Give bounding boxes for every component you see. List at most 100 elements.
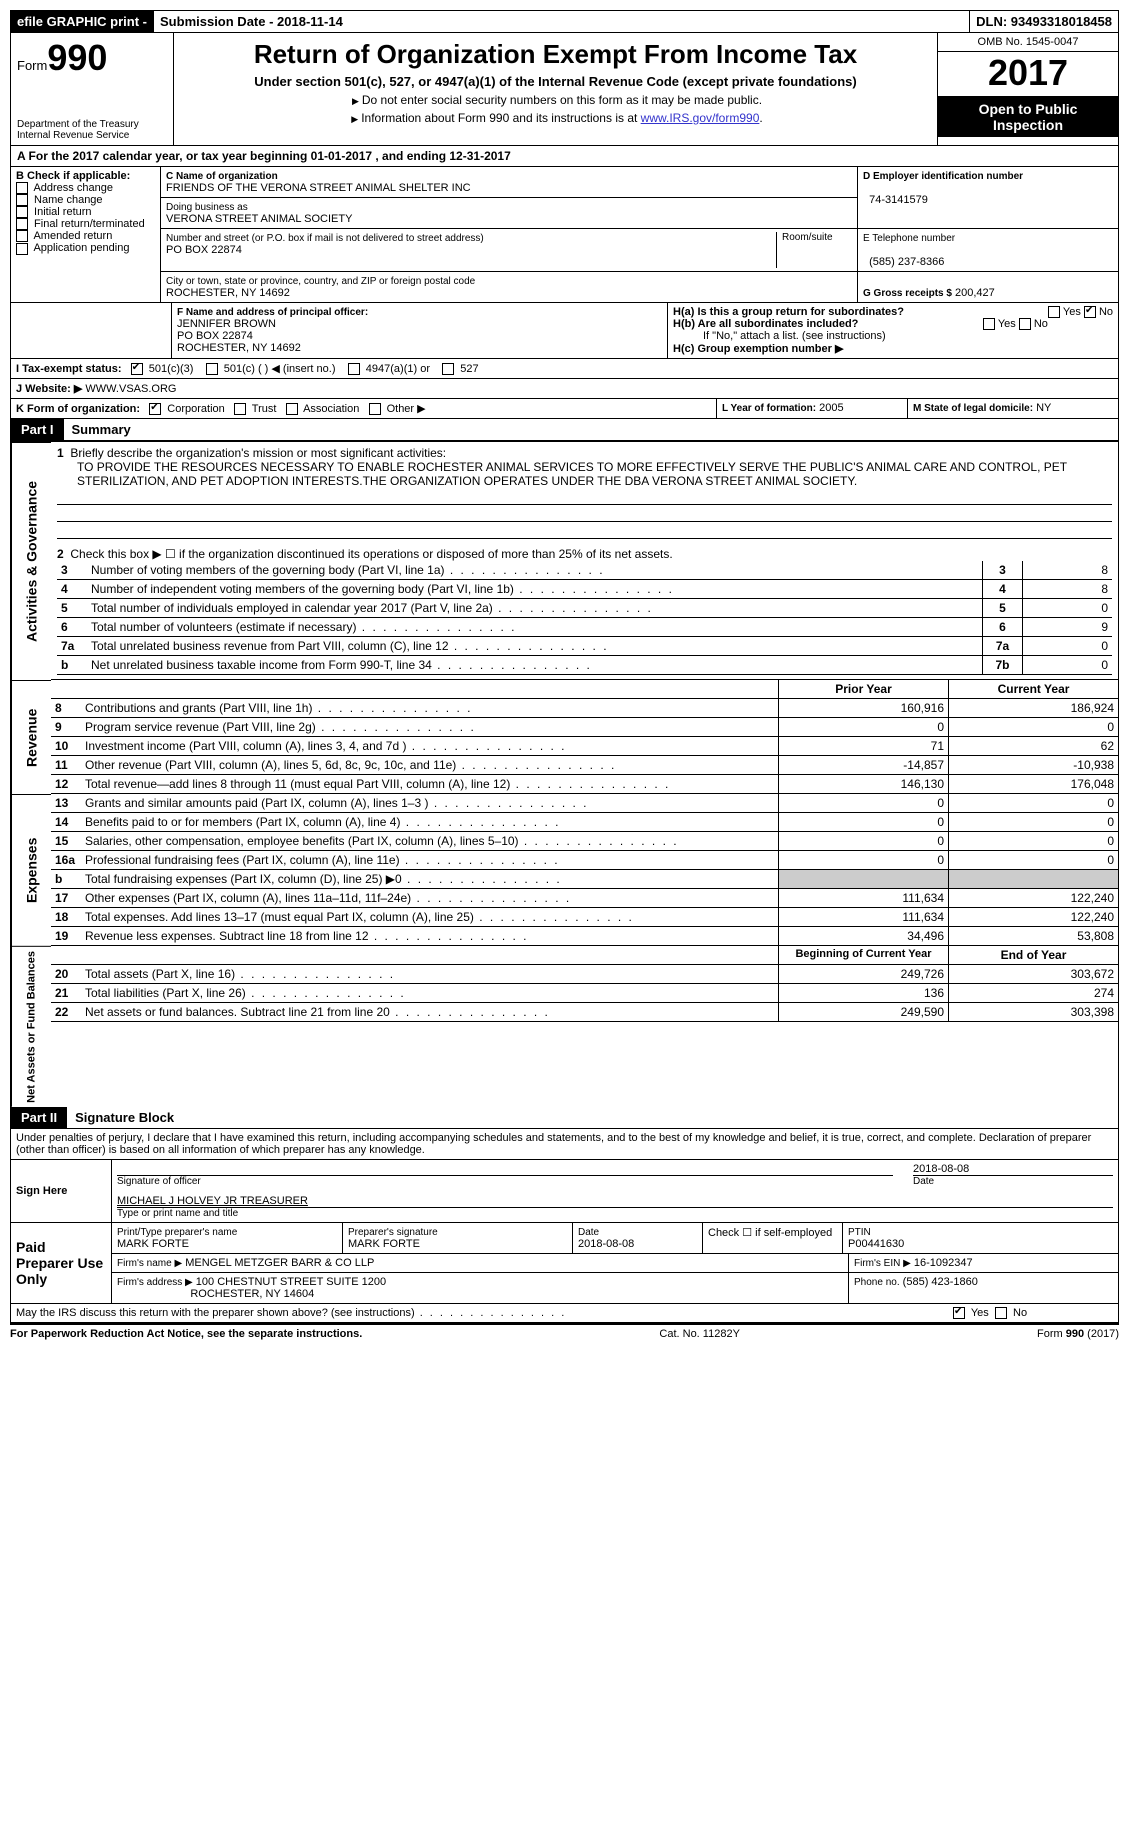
label-addr: Number and street (or P.O. box if mail i… [166,233,484,244]
discuss-yes-checkbox[interactable] [953,1307,965,1319]
part1-title: Summary [64,422,131,437]
summary-line: 18Total expenses. Add lines 13–17 (must … [51,908,1118,927]
row-klm: K Form of organization: Corporation Trus… [10,399,1119,419]
other-checkbox[interactable] [369,403,381,415]
summary-line: 19Revenue less expenses. Subtract line 1… [51,927,1118,946]
summary-line: 21Total liabilities (Part X, line 26)136… [51,984,1118,1003]
label-form-org: K Form of organization: [16,403,140,415]
part2-tag: Part II [11,1107,67,1128]
label-phone: E Telephone number [863,233,955,244]
top-bar: efile GRAPHIC print - Submission Date - … [10,10,1119,33]
prep-date: 2018-08-08 [578,1238,634,1250]
firm-name: MENGEL METZGER BARR & CO LLP [185,1257,374,1269]
open-public-2: Inspection [993,117,1063,133]
501c-checkbox[interactable] [206,363,218,375]
hdr-begin-year: Beginning of Current Year [778,946,948,964]
phone: (585) 237-8366 [869,256,944,268]
label-dba: Doing business as [166,202,248,213]
firm-addr-label: Firm's address ▶ [117,1277,193,1288]
label-officer: F Name and address of principal officer: [177,307,368,318]
4947-checkbox[interactable] [348,363,360,375]
footer-left: For Paperwork Reduction Act Notice, see … [10,1328,362,1340]
assoc-checkbox[interactable] [286,403,298,415]
hb-no-checkbox[interactable] [1019,318,1031,330]
prep-ptin: P00441630 [848,1238,904,1250]
discuss-no-checkbox[interactable] [995,1307,1007,1319]
summary-line: 6Total number of volunteers (estimate if… [57,618,1112,637]
prep-name-hdr: Print/Type preparer's name [117,1227,237,1238]
col-headers: Prior Year Current Year [51,680,1118,699]
side-expenses: Expenses [11,794,51,946]
line1-num: 1 [57,446,64,460]
box-c-dba: Doing business as VERONA STREET ANIMAL S… [161,198,858,229]
label-room: Room/suite [776,232,852,268]
irs-link[interactable]: www.IRS.gov/form990 [641,111,760,125]
501c3-checkbox[interactable] [131,363,143,375]
summary-line: 16aProfessional fundraising fees (Part I… [51,851,1118,870]
hc-label: H(c) Group exemption number ▶ [673,342,1113,355]
box-c-city: City or town, state or province, country… [161,272,858,303]
summary-line: 13Grants and similar amounts paid (Part … [51,794,1118,813]
submission-date: Submission Date - 2018-11-14 [153,11,349,32]
label-year-formation: L Year of formation: [722,403,816,414]
discuss-row: May the IRS discuss this return with the… [10,1304,1119,1323]
label-gross: G Gross receipts $ [863,288,952,299]
box-b: B Check if applicable: Address change Na… [11,167,161,303]
line2-text: Check this box ▶ ☐ if the organization d… [70,547,672,561]
officer-addr2: ROCHESTER, NY 14692 [177,342,301,354]
street-addr: PO BOX 22874 [166,244,242,256]
boxb-option: Initial return [16,206,155,218]
footer-cat: Cat. No. 11282Y [659,1328,740,1340]
ha-yes-checkbox[interactable] [1048,306,1060,318]
summary-line: 20Total assets (Part X, line 16)249,7263… [51,965,1118,984]
ha-no-checkbox[interactable] [1084,306,1096,318]
firm-phone: (585) 423-1860 [903,1276,978,1288]
officer-printed-name: MICHAEL J HOLVEY JR TREASURER [117,1195,308,1207]
form-number: 990 [47,37,107,78]
summary-line: 5Total number of individuals employed in… [57,599,1112,618]
officer-addr1: PO BOX 22874 [177,330,253,342]
box-c-name: C Name of organization FRIENDS OF THE VE… [161,167,858,198]
firm-ein-label: Firm's EIN ▶ [854,1258,911,1269]
side-revenue: Revenue [11,680,51,794]
note-info: Information about Form 990 and its instr… [361,111,640,125]
trust-checkbox[interactable] [234,403,246,415]
firm-phone-label: Phone no. [854,1277,900,1288]
hb-label: H(b) Are all subordinates included? [673,318,858,330]
527-checkbox[interactable] [442,363,454,375]
discuss-text: May the IRS discuss this return with the… [16,1307,415,1319]
firm-addr2: ROCHESTER, NY 14604 [190,1288,314,1300]
box-c-address: Number and street (or P.O. box if mail i… [161,229,858,272]
sig-officer-line: Signature of officer [117,1175,893,1187]
line2-num: 2 [57,547,64,561]
boxb-option: Address change [16,182,155,194]
dept-treasury: Department of the Treasury [17,119,167,130]
ha-label: H(a) Is this a group return for subordin… [673,306,904,318]
summary-line: 4Number of independent voting members of… [57,580,1112,599]
box-g: G Gross receipts $ 200,427 [858,272,1118,303]
part1-tag: Part I [11,419,64,440]
prep-sig-hdr: Preparer's signature [348,1227,438,1238]
part2-title: Signature Block [67,1110,174,1125]
org-name: FRIENDS OF THE VERONA STREET ANIMAL SHEL… [166,182,471,194]
box-h: H(a) Is this a group return for subordin… [668,303,1118,359]
summary-line: 7aTotal unrelated business revenue from … [57,637,1112,656]
omb-number: OMB No. 1545-0047 [938,33,1118,52]
summary-section: Activities & Governance 1 Briefly descri… [10,442,1119,1107]
corp-checkbox[interactable] [149,403,161,415]
hb-yes-checkbox[interactable] [983,318,995,330]
label-org-name: C Name of organization [166,171,278,182]
boxb-option: Name change [16,194,155,206]
website-url: WWW.VSAS.ORG [85,383,176,395]
firm-ein: 16-1092347 [914,1257,973,1269]
form-subtitle: Under section 501(c), 527, or 4947(a)(1)… [184,74,927,89]
col-headers-2: Beginning of Current Year End of Year [51,946,1118,965]
summary-line: 17Other expenses (Part IX, column (A), l… [51,889,1118,908]
hdr-prior-year: Prior Year [778,680,948,698]
side-activities-gov: Activities & Governance [11,442,51,680]
summary-line: 9Program service revenue (Part VIII, lin… [51,718,1118,737]
prep-ptin-hdr: PTIN [848,1227,871,1238]
state-domicile: NY [1036,402,1051,414]
date-label: Date [913,1175,1113,1187]
ein: 74-3141579 [869,194,928,206]
